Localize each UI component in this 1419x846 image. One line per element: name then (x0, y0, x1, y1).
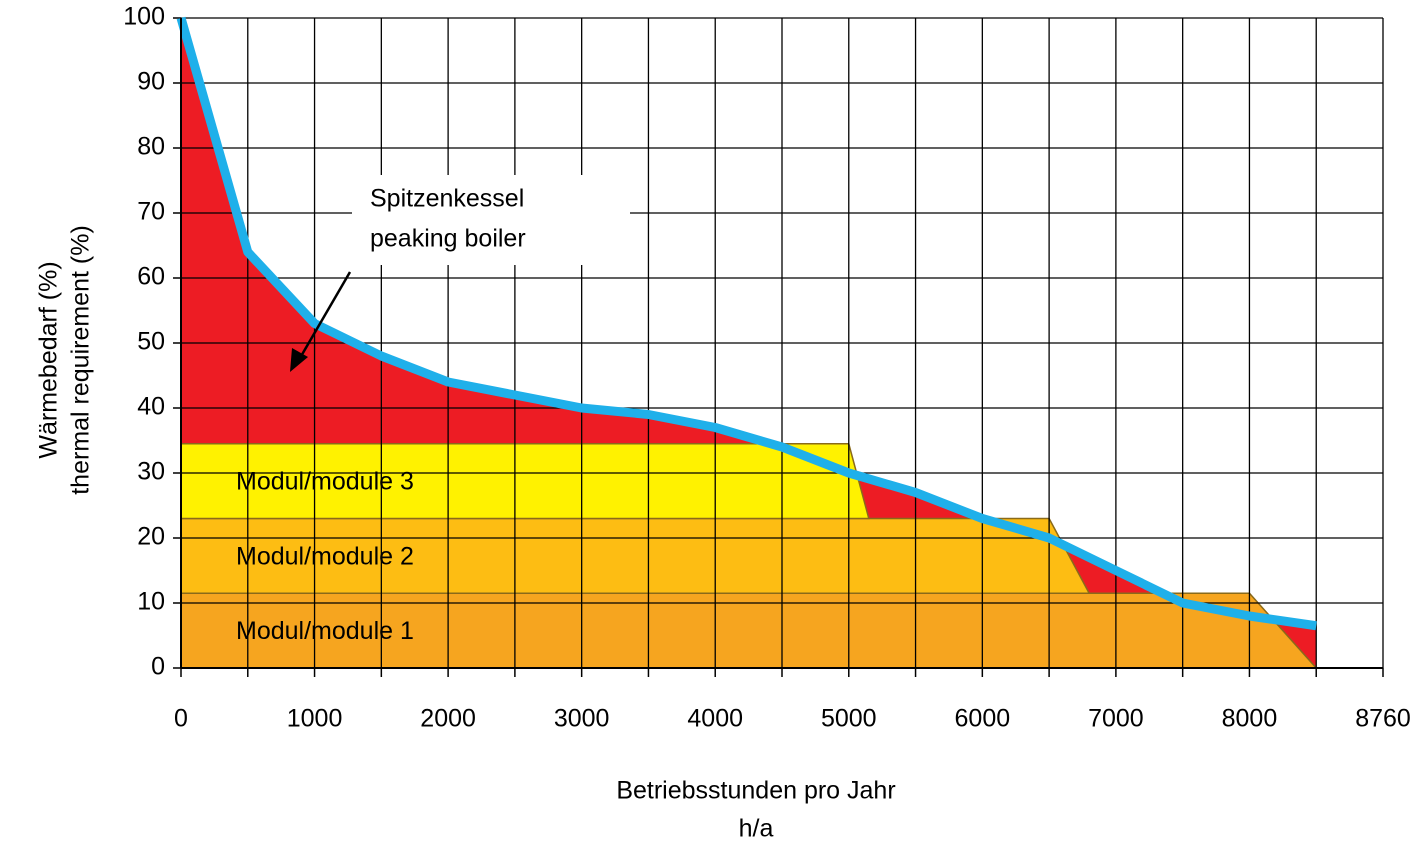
y-axis-label: thermal requirement (%) (67, 225, 95, 495)
y-tick-label: 0 (151, 653, 165, 681)
annotation-text: peaking boiler (370, 225, 526, 253)
y-tick-label: 60 (137, 263, 165, 291)
y-tick-label: 40 (137, 393, 165, 421)
y-tick-label: 30 (137, 458, 165, 486)
y-tick-label: 100 (123, 3, 165, 31)
areas (180, 18, 1318, 669)
x-tick-label: 0 (174, 705, 188, 733)
x-tick-label: 3000 (554, 705, 610, 733)
y-axis-label: Wärmebedarf (%) (35, 261, 63, 458)
y-tick-label: 10 (137, 588, 165, 616)
y-tick-label: 70 (137, 198, 165, 226)
x-tick-label: 5000 (821, 705, 877, 733)
demand-line (176, 16, 1317, 631)
annotation-text: Spitzenkessel (370, 185, 524, 213)
x-tick-label: 1000 (287, 705, 343, 733)
y-tick-label: 90 (137, 68, 165, 96)
annotation-arrow (298, 271, 352, 359)
x-axis-label: Betriebsstunden pro Jahr (616, 777, 895, 805)
module-label: Modul/module 3 (236, 468, 414, 496)
y-tick-label: 20 (137, 523, 165, 551)
x-tick-label: 6000 (955, 705, 1011, 733)
annotation-arrowhead (290, 348, 308, 372)
x-tick-label: 7000 (1088, 705, 1144, 733)
x-axis-label: h/a (739, 815, 774, 843)
y-tick-label: 50 (137, 328, 165, 356)
y-tick-label: 80 (137, 133, 165, 161)
annotation: Spitzenkessel peaking boiler (290, 175, 630, 372)
x-tick-label: 4000 (687, 705, 743, 733)
x-tick-label: 8760 (1355, 705, 1411, 733)
annotation-box (352, 175, 630, 265)
module-label: Modul/module 1 (236, 617, 414, 645)
module-label: Modul/module 2 (236, 542, 414, 570)
x-tick-label: 8000 (1222, 705, 1278, 733)
x-tick-label: 2000 (420, 705, 476, 733)
marks (176, 16, 1383, 669)
